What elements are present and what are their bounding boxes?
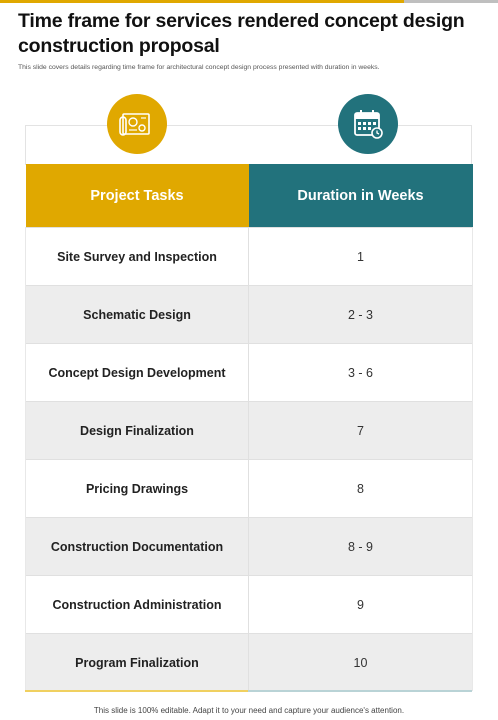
- schedule-table: Project Tasks Duration in Weeks Site Sur…: [25, 164, 473, 691]
- task-cell: Design Finalization: [25, 401, 249, 460]
- table-bottom-rule-gold: [25, 690, 248, 692]
- task-cell: Pricing Drawings: [25, 459, 249, 518]
- task-cell: Construction Documentation: [25, 517, 249, 576]
- header-project-tasks: Project Tasks: [25, 164, 249, 228]
- duration-cell: 8: [248, 459, 473, 518]
- table-row: Construction Documentation 8 - 9: [25, 517, 473, 576]
- duration-cell: 3 - 6: [248, 343, 473, 402]
- duration-cell: 2 - 3: [248, 285, 473, 344]
- table-bottom-rule-teal: [248, 690, 472, 692]
- top-accent-rule-grey: [404, 0, 498, 3]
- table-row: Concept Design Development 3 - 6: [25, 343, 473, 402]
- table-row: Pricing Drawings 8: [25, 459, 473, 518]
- calendar-icon: [338, 94, 398, 154]
- duration-cell: 8 - 9: [248, 517, 473, 576]
- blueprint-icon: [107, 94, 167, 154]
- header-duration: Duration in Weeks: [248, 164, 473, 228]
- table-header-row: Project Tasks Duration in Weeks: [25, 164, 473, 228]
- task-cell: Concept Design Development: [25, 343, 249, 402]
- page-subtitle: This slide covers details regarding time…: [18, 64, 380, 71]
- task-cell: Construction Administration: [25, 575, 249, 634]
- task-cell: Program Finalization: [25, 633, 249, 691]
- task-cell: Site Survey and Inspection: [25, 227, 249, 286]
- duration-cell: 9: [248, 575, 473, 634]
- page-title: Time frame for services rendered concept…: [18, 10, 465, 57]
- footer-note: This slide is 100% editable. Adapt it to…: [93, 706, 405, 715]
- duration-cell: 7: [248, 401, 473, 460]
- task-cell: Schematic Design: [25, 285, 249, 344]
- top-accent-rule: [0, 0, 404, 3]
- table-row: Schematic Design 2 - 3: [25, 285, 473, 344]
- duration-cell: 10: [248, 633, 473, 691]
- icon-frame: [25, 125, 472, 165]
- table-row: Design Finalization 7: [25, 401, 473, 460]
- table-row: Construction Administration 9: [25, 575, 473, 634]
- table-row: Program Finalization 10: [25, 633, 473, 691]
- table-row: Site Survey and Inspection 1: [25, 227, 473, 286]
- duration-cell: 1: [248, 227, 473, 286]
